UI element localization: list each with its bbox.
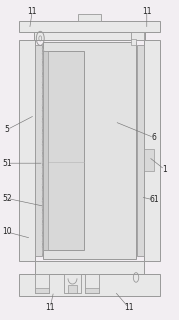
Bar <box>19 274 160 296</box>
Bar <box>144 149 154 171</box>
Bar <box>43 51 48 250</box>
Bar <box>35 45 42 256</box>
Bar <box>85 288 99 293</box>
Bar <box>85 274 99 293</box>
Bar <box>144 40 160 261</box>
Text: 61: 61 <box>149 196 159 204</box>
Bar <box>131 32 144 40</box>
Bar <box>64 274 81 293</box>
Text: 1: 1 <box>162 165 167 174</box>
Text: 10: 10 <box>2 228 12 236</box>
Text: 11: 11 <box>124 303 134 312</box>
Bar <box>19 40 35 261</box>
Bar <box>68 285 77 293</box>
Text: 11: 11 <box>45 303 55 312</box>
Bar <box>43 51 84 250</box>
Bar <box>35 274 49 293</box>
Bar <box>78 14 101 21</box>
Text: 5: 5 <box>5 125 10 134</box>
Bar <box>137 45 144 256</box>
Bar <box>19 21 160 32</box>
Bar <box>35 288 49 293</box>
Bar <box>131 39 136 45</box>
Bar <box>43 42 136 259</box>
Bar <box>35 261 144 274</box>
Bar <box>34 32 145 40</box>
Text: 51: 51 <box>2 159 12 168</box>
Text: 11: 11 <box>27 7 37 16</box>
Text: 11: 11 <box>142 7 152 16</box>
Text: 6: 6 <box>151 133 156 142</box>
Text: 52: 52 <box>2 194 12 203</box>
